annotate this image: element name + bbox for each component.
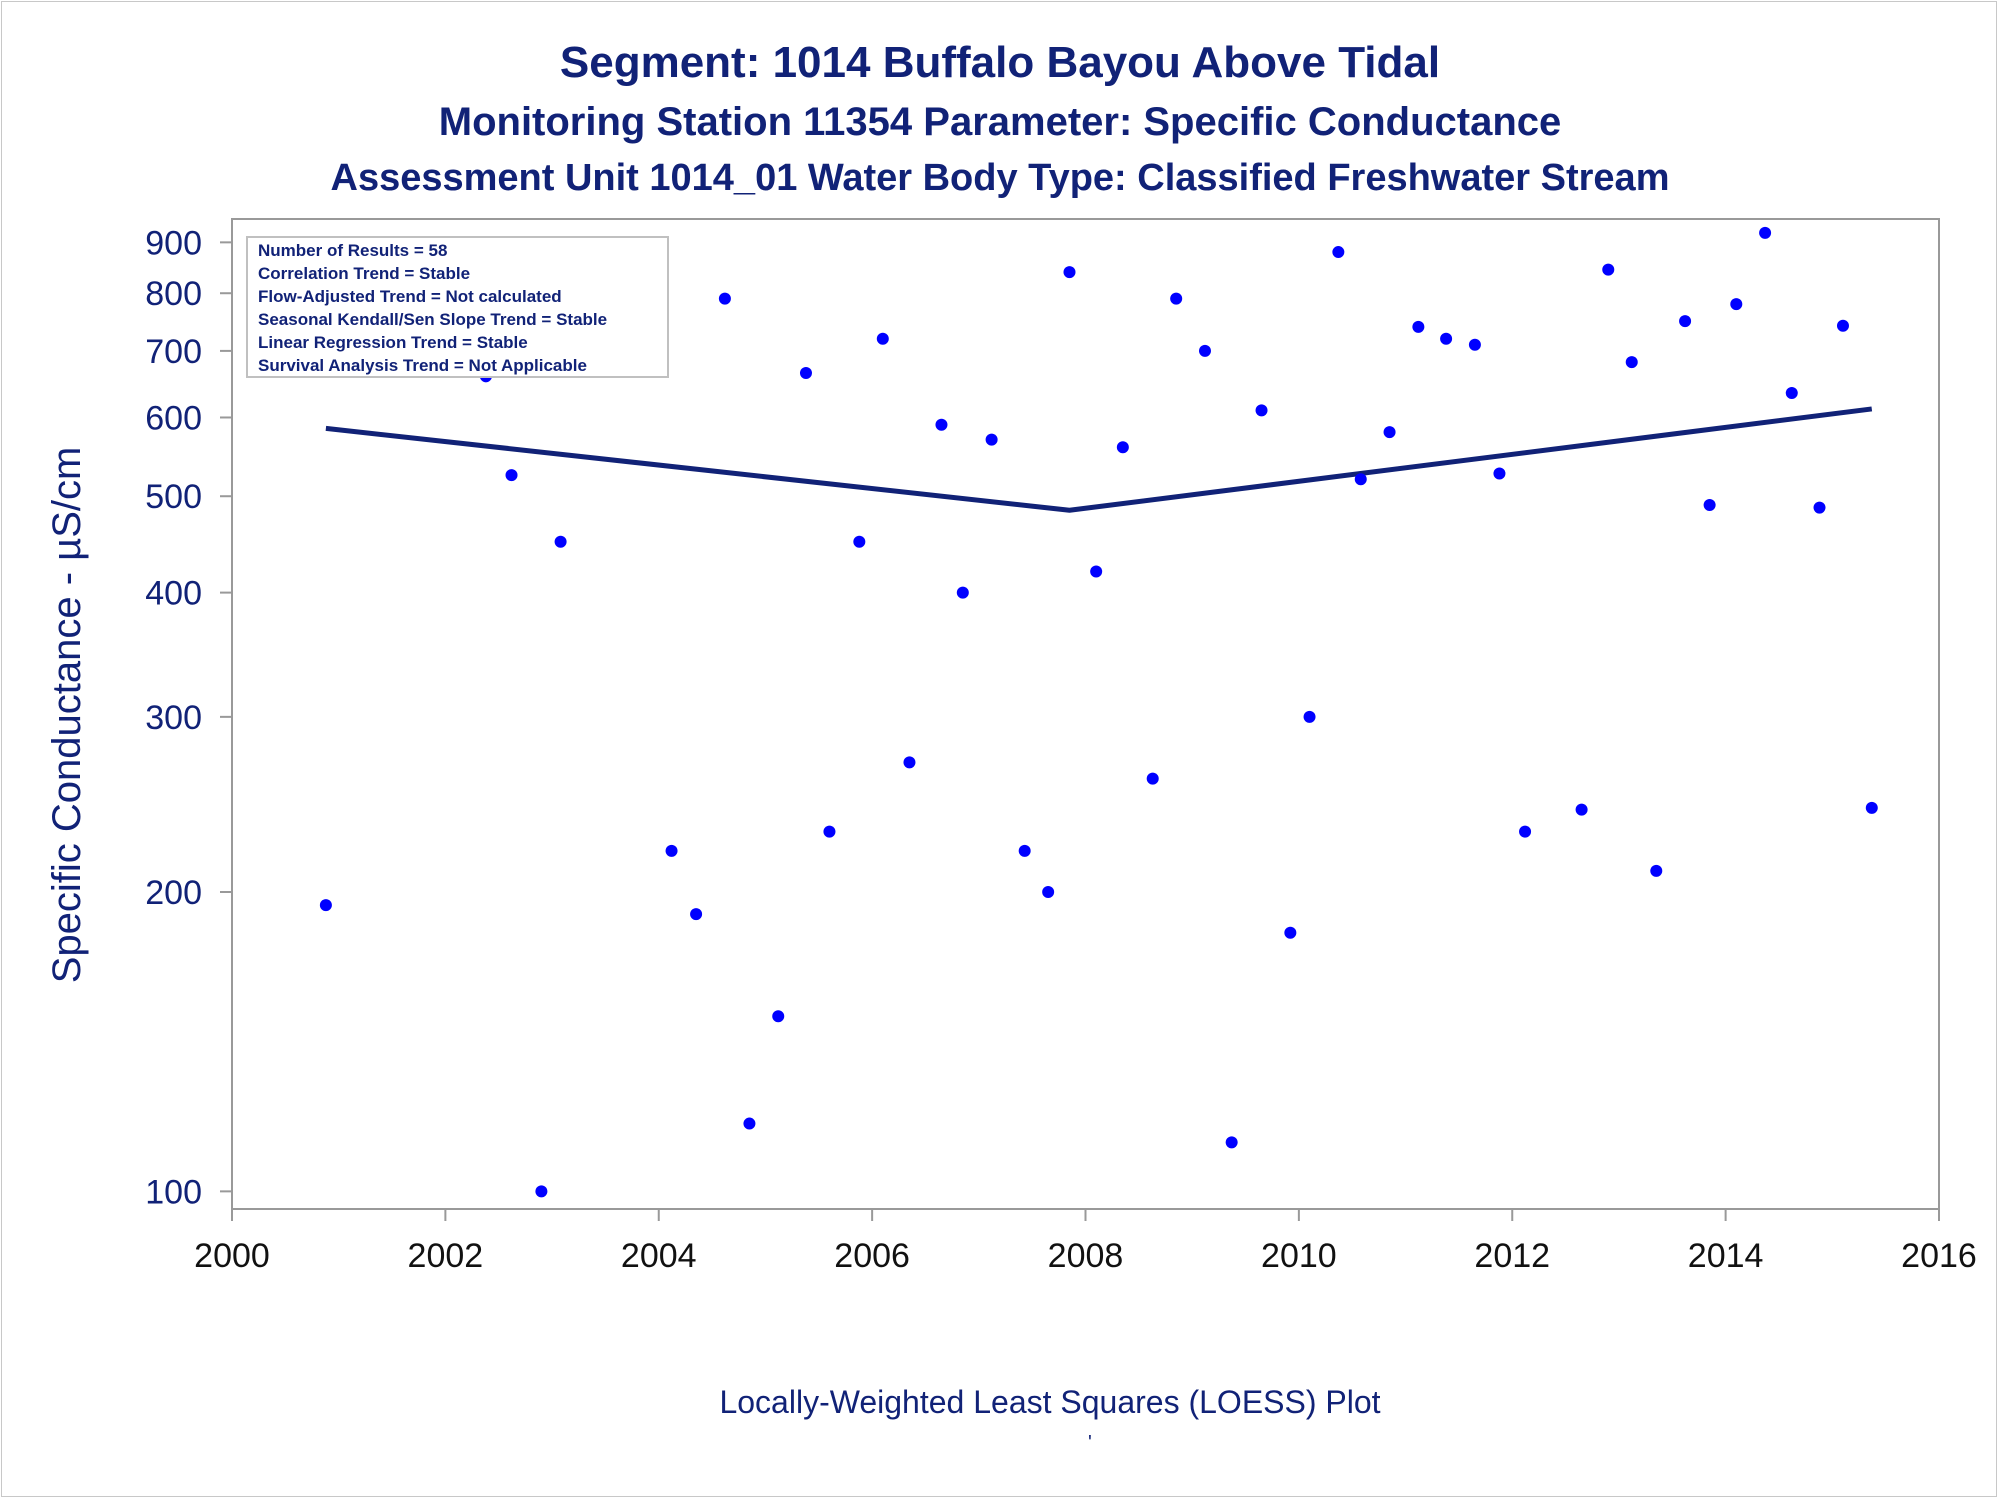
legend-line: Linear Regression Trend = Stable xyxy=(258,333,528,352)
data-point xyxy=(1170,292,1183,305)
y-tick-label: 100 xyxy=(145,1173,202,1211)
data-point xyxy=(956,586,969,599)
data-point xyxy=(665,844,678,857)
y-tick-label: 900 xyxy=(145,224,202,262)
legend-text: Number of Results = 58 Correlation Trend … xyxy=(258,241,607,375)
data-point xyxy=(554,535,567,548)
data-point xyxy=(799,367,812,380)
y-tick-label: 800 xyxy=(145,275,202,313)
data-point xyxy=(1198,344,1211,357)
x-tick-label: 2012 xyxy=(1474,1237,1550,1275)
data-point xyxy=(1332,246,1345,259)
legend-line: Survival Analysis Trend = Not Applicable xyxy=(258,356,587,375)
data-point xyxy=(1730,298,1743,311)
data-point xyxy=(505,469,518,482)
data-point xyxy=(1383,426,1396,439)
data-point xyxy=(1602,263,1615,276)
caption-mark: ' xyxy=(1088,1432,1092,1454)
y-tick-label: 600 xyxy=(145,399,202,437)
data-point xyxy=(1493,467,1506,480)
data-point xyxy=(1284,926,1297,939)
data-point xyxy=(935,418,948,431)
data-point xyxy=(1354,473,1367,486)
loess-trend-line xyxy=(325,406,1873,513)
data-point xyxy=(1759,226,1772,239)
data-point xyxy=(1042,885,1055,898)
data-point xyxy=(1865,801,1878,814)
x-tick-label: 2014 xyxy=(1688,1237,1764,1275)
data-point xyxy=(1063,266,1076,279)
y-tick-label: 700 xyxy=(145,333,202,371)
x-tick-label: 2016 xyxy=(1901,1237,1977,1275)
chart-title: Segment: 1014 Buffalo Bayou Above Tidal xyxy=(559,38,1441,87)
data-point xyxy=(903,756,916,769)
data-point xyxy=(1703,498,1716,511)
data-point xyxy=(772,1010,785,1023)
x-tick-label: 2000 xyxy=(194,1237,270,1275)
x-tick-label: 2010 xyxy=(1261,1237,1337,1275)
legend-line: Correlation Trend = Stable xyxy=(258,264,470,283)
data-point xyxy=(1813,501,1826,514)
data-point xyxy=(1225,1136,1238,1149)
data-point xyxy=(1625,356,1638,369)
x-tick-label: 2006 xyxy=(834,1237,910,1275)
x-tick-label: 2004 xyxy=(621,1237,697,1275)
data-point xyxy=(319,899,332,912)
data-point xyxy=(743,1117,756,1130)
chart-subtitle-2: Assessment Unit 1014_01 Water Body Type:… xyxy=(330,157,1670,199)
y-axis: 100 200 300 400 500 600 700 800 900 xyxy=(145,224,232,1211)
x-axis: 2000 2002 2004 2006 2008 2010 2012 2014 2016 xyxy=(194,1209,1977,1275)
data-point xyxy=(718,292,731,305)
data-point xyxy=(985,433,998,446)
data-point xyxy=(853,535,866,548)
data-point xyxy=(690,908,703,921)
data-point xyxy=(1303,710,1316,723)
data-point xyxy=(1090,565,1103,578)
plot-caption: Locally-Weighted Least Squares (LOESS) P… xyxy=(719,1384,1381,1420)
data-point xyxy=(1650,864,1663,877)
legend-box: Number of Results = 58 Correlation Trend … xyxy=(246,236,669,378)
y-tick-label: 500 xyxy=(145,478,202,516)
data-point xyxy=(1116,441,1129,454)
trend-layer xyxy=(325,406,1873,513)
data-point xyxy=(1785,386,1798,399)
data-point xyxy=(1519,825,1532,838)
legend-line: Flow-Adjusted Trend = Not calculated xyxy=(258,287,562,306)
x-tick-label: 2008 xyxy=(1048,1237,1124,1275)
data-point xyxy=(1468,338,1481,351)
data-point xyxy=(1018,844,1031,857)
data-point xyxy=(823,825,836,838)
data-point xyxy=(1412,320,1425,333)
legend-line: Seasonal Kendall/Sen Slope Trend = Stabl… xyxy=(258,310,607,329)
y-tick-label: 300 xyxy=(145,699,202,737)
data-point xyxy=(876,332,889,345)
x-tick-label: 2002 xyxy=(408,1237,484,1275)
legend-line: Number of Results = 58 xyxy=(258,241,447,260)
y-axis-label: Specific Conductance - µS/cm xyxy=(45,447,89,984)
data-point xyxy=(1255,404,1268,417)
data-point xyxy=(1679,315,1692,328)
data-point xyxy=(1575,803,1588,816)
y-tick-label: 400 xyxy=(145,575,202,613)
data-point xyxy=(1440,332,1453,345)
y-tick-label: 200 xyxy=(145,874,202,912)
chart-subtitle: Monitoring Station 11354 Parameter: Spec… xyxy=(438,100,1562,144)
data-point xyxy=(1836,319,1849,332)
data-point xyxy=(1146,772,1159,785)
data-point xyxy=(535,1185,548,1198)
